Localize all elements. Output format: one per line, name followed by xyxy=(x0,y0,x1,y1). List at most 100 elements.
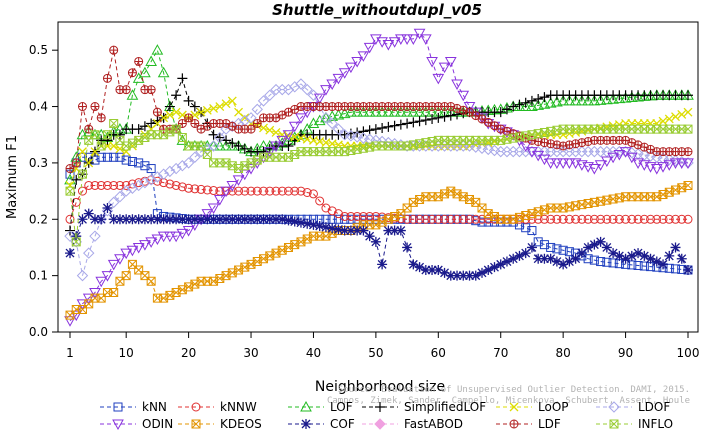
point-odin xyxy=(669,158,682,169)
point-ldof xyxy=(245,112,257,124)
point-knn xyxy=(115,152,125,162)
legend-marker xyxy=(113,402,123,412)
point-odin xyxy=(532,150,545,162)
point-simplifiedlof xyxy=(395,119,406,130)
point-knnw xyxy=(196,184,206,194)
legend-item-loop: LoOP xyxy=(496,400,569,414)
point-cof xyxy=(202,214,213,225)
point-simplifiedlof xyxy=(383,121,394,132)
point-ldf xyxy=(246,124,256,134)
point-simplifiedlof xyxy=(189,101,200,112)
point-loop xyxy=(202,105,212,115)
point-knnw xyxy=(184,183,194,193)
watermark-line-1: Source: Evaluation of Unsupervised Outli… xyxy=(338,385,690,395)
point-ldf xyxy=(127,68,137,78)
point-odin xyxy=(457,90,470,102)
point-cof xyxy=(389,225,400,236)
point-odin xyxy=(332,73,345,85)
point-knn xyxy=(664,263,674,273)
legend-marker xyxy=(608,401,620,413)
point-cof xyxy=(558,259,569,270)
point-ldf xyxy=(477,114,487,124)
series-lof xyxy=(64,44,694,185)
point-inflo xyxy=(71,237,81,247)
point-lof xyxy=(551,96,563,107)
point-ldof xyxy=(176,160,189,172)
point-loop xyxy=(215,102,225,112)
point-odin xyxy=(594,160,607,171)
point-ldof xyxy=(164,165,176,178)
point-ldf xyxy=(184,113,194,123)
point-lof xyxy=(220,139,232,151)
point-knnw xyxy=(308,189,318,199)
point-knnw xyxy=(165,179,175,189)
point-knnw xyxy=(340,211,350,221)
point-cof xyxy=(345,225,356,236)
point-lof xyxy=(594,94,607,105)
point-knn xyxy=(564,247,574,257)
point-cof xyxy=(295,217,306,228)
point-ldof xyxy=(170,162,182,175)
point-cof xyxy=(271,214,281,225)
legend: kNN kNNW LOF SimplifiedLOF LoOP LDOF ODIN KDEOS… xyxy=(100,400,673,431)
watermark-line-2: Campos, Zimek, Sander, Campello, Micenko… xyxy=(327,396,690,406)
point-knnw xyxy=(627,214,637,224)
point-odin xyxy=(438,62,451,74)
point-knn xyxy=(477,217,487,227)
point-knnw xyxy=(333,209,343,219)
point-odin xyxy=(663,160,676,171)
point-ldof xyxy=(95,213,107,225)
point-cof xyxy=(626,250,637,261)
point-loop xyxy=(664,114,674,124)
point-simplifiedlof xyxy=(171,90,182,101)
point-ldf xyxy=(271,113,281,123)
point-odin xyxy=(270,141,282,153)
legend-marker xyxy=(301,419,311,429)
point-knnw xyxy=(621,214,631,224)
point-simplifiedlof xyxy=(358,126,369,137)
x-tick-label: 30 xyxy=(243,346,258,360)
point-knnw xyxy=(115,180,125,190)
point-cof xyxy=(576,248,587,259)
point-cof xyxy=(302,218,313,229)
legend-marker xyxy=(191,419,201,429)
point-cof xyxy=(520,248,531,259)
point-cof xyxy=(89,214,100,225)
point-odin xyxy=(338,68,351,79)
point-lof xyxy=(382,106,395,117)
point-lof xyxy=(526,100,538,112)
legend-marker xyxy=(191,402,201,412)
point-cof xyxy=(121,214,132,225)
point-knn xyxy=(527,226,537,236)
point-simplifiedlof xyxy=(408,117,419,128)
point-simplifiedlof xyxy=(208,129,219,140)
point-odin xyxy=(538,154,551,166)
point-knnw xyxy=(552,214,562,224)
point-knnw xyxy=(271,186,281,196)
x-tick-label: 80 xyxy=(556,346,571,360)
point-cof xyxy=(77,214,88,225)
legend-item-fastabod: FastABOD xyxy=(362,417,463,431)
point-odin xyxy=(588,164,601,175)
point-lof xyxy=(213,139,226,151)
point-cof xyxy=(526,242,537,253)
point-odin xyxy=(382,40,395,51)
point-lof xyxy=(401,106,413,117)
point-cof xyxy=(645,253,656,264)
point-cof xyxy=(164,214,175,225)
point-ldof xyxy=(326,117,338,130)
x-tick-label: 100 xyxy=(677,346,700,360)
point-ldf xyxy=(71,158,81,168)
point-cof xyxy=(452,270,463,281)
point-knnw xyxy=(589,214,599,224)
point-cof xyxy=(83,208,94,219)
point-lof xyxy=(370,106,382,117)
x-tick-label: 50 xyxy=(368,346,383,360)
chart-title: Shuttle_withoutdupl_v05 xyxy=(272,1,482,19)
point-knn xyxy=(583,254,593,264)
point-lof xyxy=(544,97,557,108)
point-knnw xyxy=(77,186,87,196)
point-knn xyxy=(521,223,531,233)
point-ldof xyxy=(220,123,232,135)
